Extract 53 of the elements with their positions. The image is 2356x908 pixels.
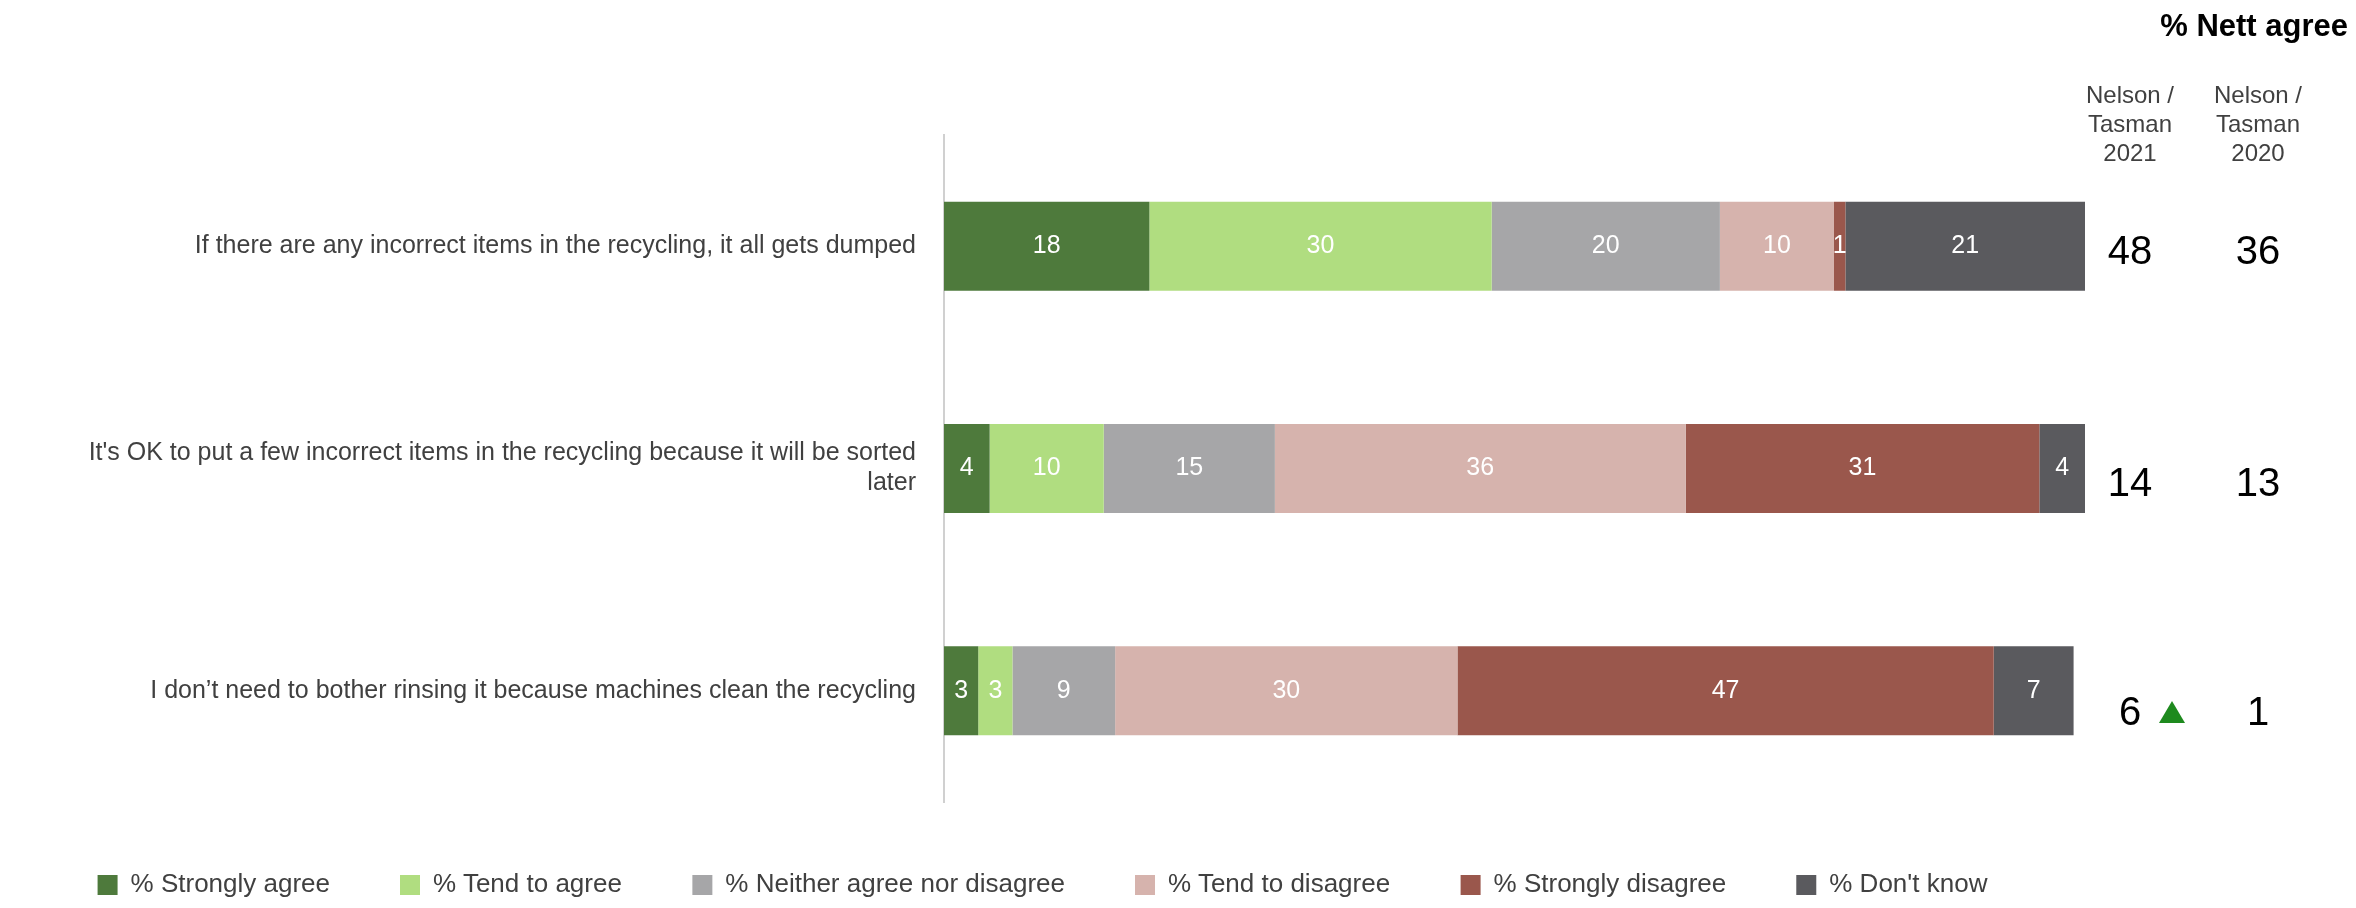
bar <box>1993 646 2074 736</box>
text: 48 <box>2106 227 2154 274</box>
bar <box>1845 201 2085 291</box>
bar <box>1457 646 1994 736</box>
legend-label: % Neither agree nor disagree <box>725 868 1066 899</box>
data-label: 18 <box>1032 230 1061 259</box>
data-label: 36 <box>1466 452 1495 481</box>
bar <box>944 424 990 513</box>
data-label: 30 <box>1272 674 1301 703</box>
bar <box>1012 646 1116 736</box>
text: % Nett agree <box>2160 8 2348 44</box>
data-label: 31 <box>1848 452 1877 481</box>
data-label: 4 <box>2055 452 2070 481</box>
legend-label: % Tend to disagree <box>1168 868 1391 899</box>
legend-label: % Strongly disagree <box>1493 868 1727 899</box>
y-tick-label: I don’t need to bother rinsing it because machines clean the recycling <box>150 674 916 703</box>
text: 13 <box>2234 459 2282 506</box>
text: 14 <box>2106 459 2154 506</box>
data-label: 30 <box>1306 230 1335 259</box>
bar <box>978 646 1013 736</box>
y-tick-label: If there are any incorrect items in the recycling, it all gets dumped <box>194 230 916 259</box>
data-label: 15 <box>1175 452 1204 481</box>
data-label: 7 <box>2026 674 2041 703</box>
data-label: 1 <box>1832 230 1847 259</box>
data-label: 10 <box>1763 230 1791 259</box>
bar <box>989 424 1104 513</box>
bar <box>1274 424 1686 513</box>
y-tick-label: It's OK to put a few incorrect items in the recycling because it will be sorted later <box>88 437 916 496</box>
data-label: 4 <box>959 452 974 481</box>
text: 6 <box>2117 688 2143 735</box>
bar <box>1149 201 1492 291</box>
bar <box>1719 201 1834 291</box>
text: 1 <box>2245 688 2271 735</box>
bar <box>944 646 979 736</box>
data-label: 3 <box>954 674 969 703</box>
bar <box>2039 424 2085 513</box>
text: Nelson / Tasman 2020 <box>2212 80 2303 167</box>
legend-label: % Don't know <box>1829 868 1988 899</box>
legend-label: % Strongly agree <box>130 868 331 899</box>
legend-label: % Tend to agree <box>433 868 622 899</box>
bar <box>1115 646 1458 736</box>
data-label: 9 <box>1056 674 1071 703</box>
data-label: 3 <box>988 674 1003 703</box>
bar <box>944 201 1150 291</box>
bar <box>1685 424 2040 513</box>
bar <box>1103 424 1275 513</box>
text: Nelson / Tasman 2021 <box>2084 80 2175 167</box>
data-label: 47 <box>1711 674 1740 703</box>
data-label: 21 <box>1951 230 1980 259</box>
text: 36 <box>2234 227 2282 274</box>
data-label: 20 <box>1591 230 1620 259</box>
data-label: 10 <box>1032 452 1061 481</box>
bar <box>1491 201 1720 291</box>
